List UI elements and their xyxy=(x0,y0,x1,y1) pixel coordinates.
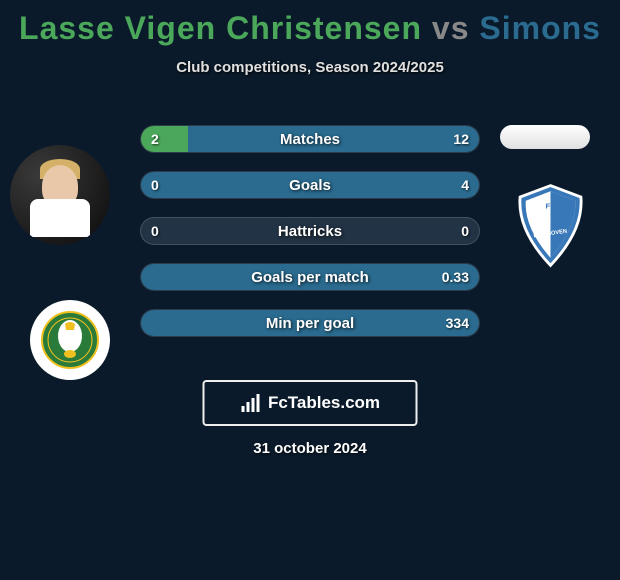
club2-badge: FC EINDHOVEN xyxy=(500,175,600,275)
chart-icon xyxy=(240,392,262,414)
player1-name: Lasse Vigen Christensen xyxy=(19,10,422,46)
club1-badge xyxy=(30,300,110,380)
stat-right-value: 334 xyxy=(446,315,469,331)
stat-right-value: 4 xyxy=(461,177,469,193)
vs-label: vs xyxy=(432,10,470,46)
stat-label: Hattricks xyxy=(141,223,479,240)
subtitle: Club competitions, Season 2024/2025 xyxy=(0,59,620,76)
comparison-card: Lasse Vigen Christensen vs Simons Club c… xyxy=(0,0,620,580)
date: 31 october 2024 xyxy=(0,440,620,457)
stats-list: 2Matches120Goals40Hattricks0Goals per ma… xyxy=(140,125,480,355)
stat-right-value: 0.33 xyxy=(442,269,469,285)
stat-row: 0Goals4 xyxy=(140,171,480,199)
branding: FcTables.com xyxy=(203,380,418,426)
ado-den-haag-icon xyxy=(40,310,100,370)
stat-row: Min per goal334 xyxy=(140,309,480,337)
player2-name: Simons xyxy=(479,10,601,46)
stat-right-value: 12 xyxy=(453,131,469,147)
stat-row: 0Hattricks0 xyxy=(140,217,480,245)
player1-photo xyxy=(10,145,110,245)
stat-label: Min per goal xyxy=(141,315,479,332)
stat-row: 2Matches12 xyxy=(140,125,480,153)
player2-placeholder xyxy=(500,125,590,149)
stat-label: Goals per match xyxy=(141,269,479,286)
stat-right-value: 0 xyxy=(461,223,469,239)
branding-text: FcTables.com xyxy=(268,393,380,413)
stat-row: Goals per match0.33 xyxy=(140,263,480,291)
stat-label: Matches xyxy=(141,131,479,148)
stat-label: Goals xyxy=(141,177,479,194)
svg-text:FC: FC xyxy=(545,201,556,210)
title: Lasse Vigen Christensen vs Simons xyxy=(0,0,620,47)
fc-eindhoven-icon: FC EINDHOVEN xyxy=(503,178,598,273)
